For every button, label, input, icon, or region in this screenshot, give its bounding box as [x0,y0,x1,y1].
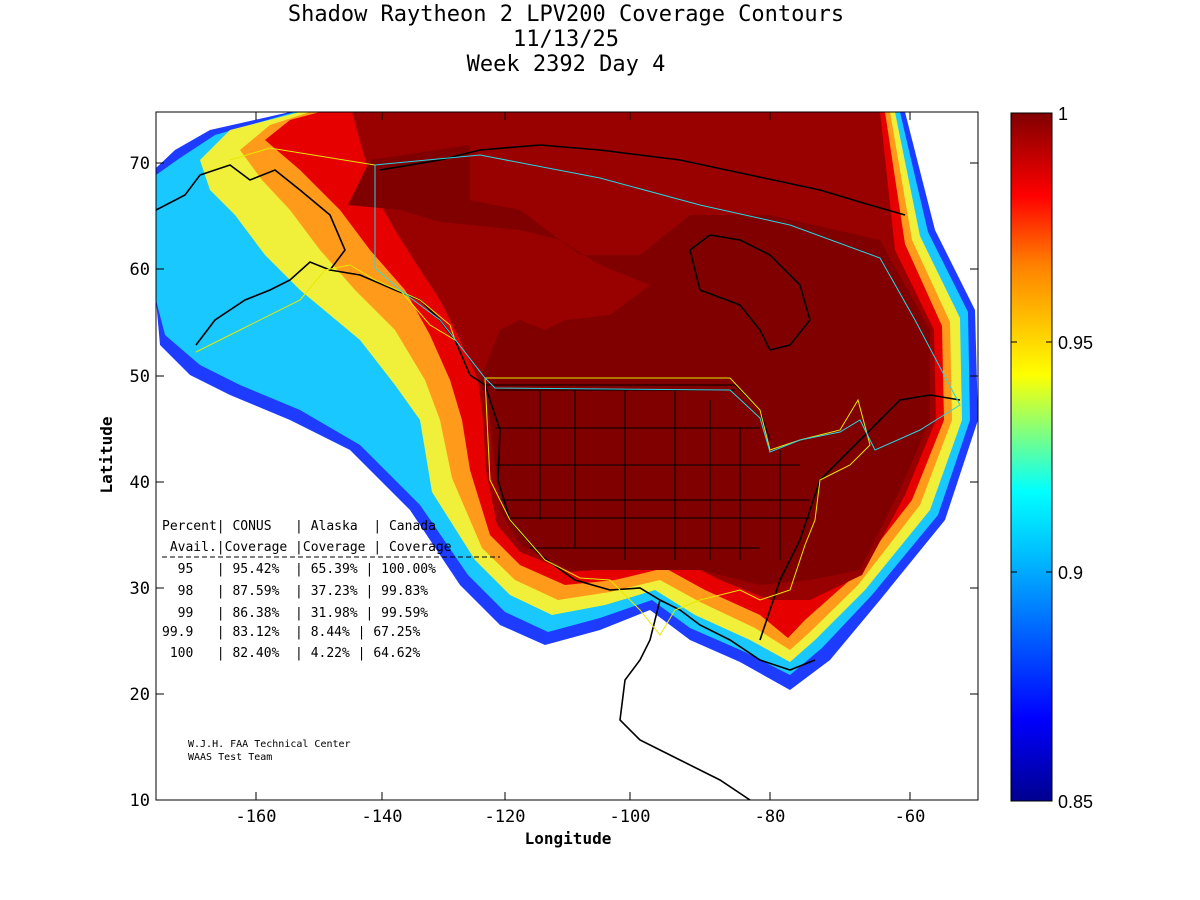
y-tick-label: 10 [130,791,150,811]
x-tick-label: -80 [755,807,786,827]
figure-date: 11/13/25 [513,27,619,52]
y-tick-label: 30 [130,579,150,599]
colorbar-tick-label: 0.95 [1058,333,1093,353]
plot-frame [155,111,979,801]
table-row: 100 | 82.40% | 4.22% | 64.62% [162,646,420,661]
y-tick-label: 70 [130,154,150,174]
map-plot-area [156,112,978,800]
x-tick-label: -100 [610,807,651,827]
table-row: 99.9 | 83.12% | 8.44% | 67.25% [162,625,420,640]
x-tick-label: -140 [362,807,403,827]
table-header: Percent| CONUS | Alaska | Canada [162,519,436,534]
x-tick-label: -160 [236,807,277,827]
colorbar-tick-label: 0.85 [1058,792,1093,812]
y-tick-label: 50 [130,367,150,387]
coverage-table: Percent| CONUS | Alaska | Canada Avail.|… [162,519,500,661]
y-tick-label: 20 [130,685,150,705]
x-tick-label: -60 [895,807,926,827]
table-header: Avail.|Coverage |Coverage | Coverage [162,540,452,555]
colorbar-tick-label: 1 [1058,104,1068,124]
map-outlines [156,144,961,800]
table-row: 95 | 95.42% | 65.39% | 100.00% [162,562,436,577]
y-tick-label: 60 [130,260,150,280]
credit-line: W.J.H. FAA Technical Center [188,739,351,750]
state-borders [485,384,810,560]
figure-title: Shadow Raytheon 2 LPV200 Coverage Contou… [288,2,844,27]
x-tick-label: -120 [485,807,526,827]
y-axis-label: Latitude [97,416,116,493]
table-row: 99 | 86.38% | 31.98% | 99.59% [162,606,428,621]
coverage-band-maroon [348,145,930,585]
credit-line: WAAS Test Team [188,752,272,763]
x-axis-label: Longitude [525,829,612,848]
figure-week: Week 2392 Day 4 [467,52,666,77]
x-axis [255,112,911,800]
table-row: 98 | 87.59% | 37.23% | 99.83% [162,584,428,599]
colorbar-tick-label: 0.9 [1058,563,1083,583]
y-tick-label: 40 [130,473,150,493]
colorbar: 1 0.95 0.9 0.85 [1010,104,1093,812]
y-axis [156,162,978,695]
colorbar-gradient [1010,112,1053,802]
region-boundaries [195,147,961,636]
